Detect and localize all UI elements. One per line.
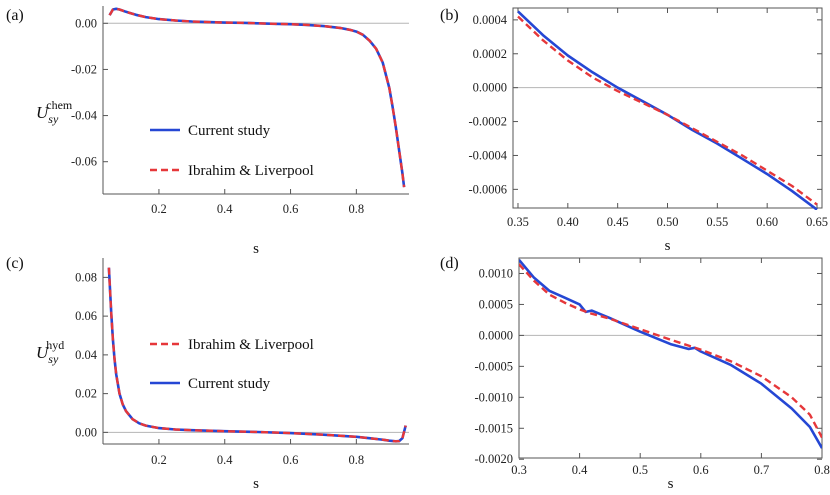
y-tick-label: 0.02: [75, 387, 97, 401]
legend-label: Ibrahim & Liverpool: [188, 337, 314, 353]
x-tick-label: 0.2: [151, 202, 167, 216]
panel-a-label: (a): [6, 7, 24, 24]
series-ibrahim-liverpool-line: [108, 7, 406, 188]
x-tick-label: 0.8: [349, 453, 365, 467]
y-tick-label: -0.02: [71, 62, 97, 76]
y-tick-label: 0.0000: [479, 328, 513, 342]
series-ibrahim-liverpool-line: [519, 263, 822, 439]
x-tick-label: 0.3: [511, 463, 527, 477]
x-tick-label: 0.4: [217, 453, 233, 467]
x-tick-label: 0.40: [557, 215, 579, 229]
y-tick-label: -0.0020: [474, 452, 513, 466]
x-tick-label: 0.35: [507, 215, 529, 229]
panel-c: (c) 0.2 0.4 0.6 0.8 0.08 0.06 0.04 0.02 0.00 s Usy…: [6, 255, 409, 492]
y-tick-label: -0.0005: [474, 359, 513, 373]
x-axis-title: s: [665, 238, 671, 254]
y-axis-title: Usyhyd: [36, 338, 64, 366]
y-tick-label: 0.0002: [473, 47, 507, 61]
y-tick-label: -0.0006: [468, 182, 507, 196]
y-tick-label: -0.0010: [474, 390, 513, 404]
x-axis-title: s: [253, 476, 259, 492]
x-tick-label: 0.7: [754, 463, 770, 477]
x-axis-title: s: [668, 476, 674, 492]
x-tick-label: 0.45: [607, 215, 629, 229]
y-tick-label: 0.0010: [479, 266, 513, 280]
y-tick-label: -0.06: [71, 155, 97, 169]
y-tick-label: 0.06: [75, 309, 97, 323]
y-tick-label: 0.00: [75, 425, 97, 439]
series-current-study-line: [519, 259, 822, 449]
x-axis-title: s: [253, 241, 259, 257]
series-current-study-line: [108, 7, 406, 188]
x-tick-label: 0.2: [151, 453, 167, 467]
y-tick-label: 0.0000: [473, 81, 507, 95]
legend-label: Ibrahim & Liverpool: [188, 163, 314, 179]
series-current-study-line: [517, 10, 818, 210]
panel-c-label: (c): [6, 255, 24, 272]
x-tick-label: 0.6: [693, 463, 709, 477]
plot-frame: [518, 257, 823, 459]
x-tick-label: 0.4: [217, 202, 233, 216]
y-tick-label: 0.08: [75, 270, 97, 284]
panel-d-label: (d): [440, 255, 459, 272]
panel-a: (a) 0.2 0.4 0.6 0.8 0.00 -0.02 -0.04 -0.06 s Usyc…: [6, 6, 409, 257]
x-tick-label: 0.6: [283, 202, 299, 216]
legend-label: Current study: [188, 376, 271, 392]
y-tick-label: 0.00: [75, 16, 97, 30]
panel-b-label: (b): [440, 7, 459, 24]
y-tick-label: 0.0004: [473, 13, 508, 27]
x-tick-label: 0.4: [572, 463, 588, 477]
series-current-study-line: [107, 267, 407, 443]
series-ibrahim-liverpool-line: [107, 267, 407, 443]
x-tick-label: 0.5: [632, 463, 648, 477]
y-tick-label: 0.0005: [479, 297, 513, 311]
y-tick-label: -0.0015: [474, 421, 513, 435]
x-tick-label: 0.8: [349, 202, 365, 216]
x-tick-label: 0.50: [657, 215, 679, 229]
y-tick-label: -0.0004: [468, 148, 507, 162]
x-tick-label: 0.8: [814, 463, 830, 477]
y-tick-label: -0.04: [71, 109, 98, 123]
panel-d: (d) 0.3 0.4 0.5 0.6 0.7 0.8 0.0010 0.0005 0.0000…: [440, 255, 830, 492]
y-axis-title: Usychem: [36, 98, 73, 126]
x-tick-label: 0.65: [806, 215, 828, 229]
x-tick-label: 0.6: [283, 453, 299, 467]
plot-frame: [512, 7, 823, 209]
y-tick-label: 0.04: [75, 348, 98, 362]
x-tick-label: 0.55: [706, 215, 728, 229]
panel-b: (b) 0.35 0.40 0.45 0.50 0.55 0.60 0.65 0.0004 0.…: [440, 7, 828, 254]
x-tick-label: 0.60: [756, 215, 778, 229]
legend-label: Current study: [188, 123, 271, 139]
y-tick-label: -0.0002: [468, 115, 507, 129]
series-ibrahim-liverpool-line: [517, 15, 818, 206]
